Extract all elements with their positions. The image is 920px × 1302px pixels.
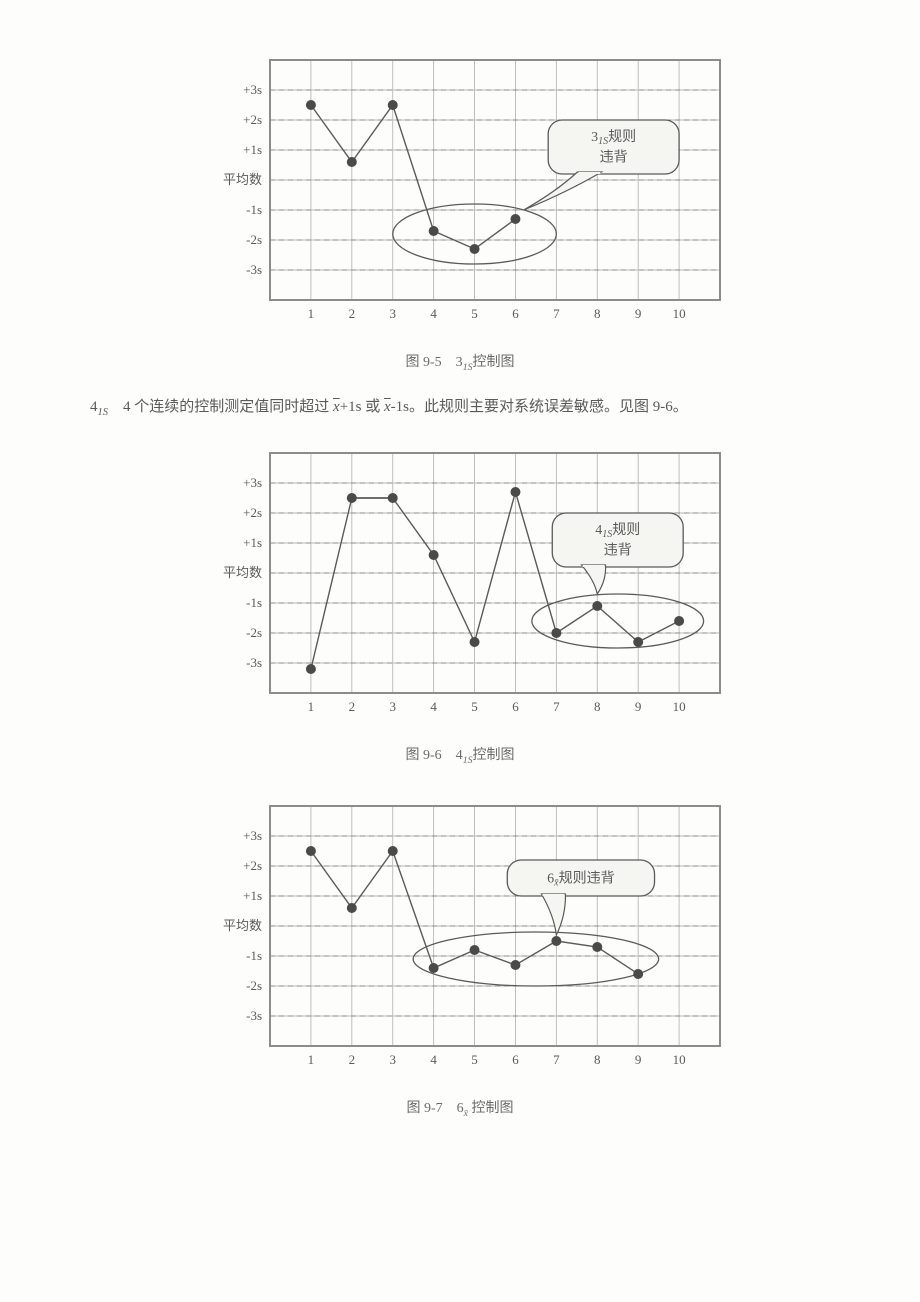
y-axis-label: -3s: [246, 262, 262, 277]
y-axis-label: 平均数: [223, 565, 262, 580]
chart-1: +3s +2s +1s 平均数 -1s -2s -3s 1 2 3 4 5 6 7 8 9 10 31S规则违背: [180, 40, 740, 345]
y-axis-label: 平均数: [223, 918, 262, 933]
x-axis-label: 2: [349, 699, 356, 714]
chart-3: +3s+2s+1s平均数-1s-2s-3s123456789106x̄规则违背: [180, 786, 740, 1091]
x-axis-label: 10: [673, 306, 686, 321]
x-axis-label: 4: [430, 699, 437, 714]
chart-3-caption: 图 9-7 6x̄ 控制图: [406, 1097, 513, 1119]
y-axis-label: +2s: [243, 112, 262, 127]
x-axis-label: 5: [471, 306, 478, 321]
y-axis-label: -1s: [246, 202, 262, 217]
x-axis-label: 1: [308, 699, 315, 714]
x-axis-label: 1: [308, 1052, 315, 1067]
x-axis-label: 9: [635, 306, 642, 321]
y-axis-label: -3s: [246, 655, 262, 670]
x-axis-label: 5: [471, 699, 478, 714]
x-axis-label: 1: [308, 306, 315, 321]
y-axis-label: +3s: [243, 475, 262, 490]
callout-text: 31S规则: [591, 129, 636, 147]
callout-text: 违背: [600, 150, 628, 166]
y-axis-label: +2s: [243, 858, 262, 873]
y-axis-label: -1s: [246, 948, 262, 963]
callout-text: 41S规则: [595, 522, 640, 540]
x-axis-label: 9: [635, 1052, 642, 1067]
chart-1-caption: 图 9-5 31S控制图: [406, 351, 515, 373]
chart-1-container: +3s+2s+1s平均数-1s-2s-3s1234567891031S规则违背 …: [60, 40, 860, 373]
y-axis-label: +2s: [243, 505, 262, 520]
chart-2-caption: 图 9-6 41S控制图: [406, 744, 515, 766]
y-axis-label: +3s: [243, 828, 262, 843]
x-axis-label: 4: [430, 1052, 437, 1067]
chart-3-container: +3s+2s+1s平均数-1s-2s-3s123456789106x̄规则违背 …: [60, 786, 860, 1119]
y-axis-label: -2s: [246, 978, 262, 993]
x-axis-label: 7: [553, 306, 560, 321]
x-axis-label: 5: [471, 1052, 478, 1067]
y-axis-label: +1s: [243, 142, 262, 157]
x-axis-label: 8: [594, 306, 601, 321]
chart-2: +3s +2s +1s 平均数 -1s -2s -3s 1 2 3 4 5 6 7 8 9 10 41S规则违背: [180, 433, 740, 738]
x-axis-label: 10: [673, 699, 686, 714]
y-axis-label: -2s: [246, 625, 262, 640]
y-axis-label: -3s: [246, 1008, 262, 1023]
x-axis-label: 7: [553, 699, 560, 714]
x-axis-label: 3: [389, 1052, 396, 1067]
y-axis-label: -2s: [246, 232, 262, 247]
x-axis-label: 3: [389, 306, 396, 321]
rule-4-1s-paragraph: 41S 4 个连续的控制测定值同时超过 x+1s 或 x-1s。此规则主要对系统…: [60, 393, 860, 423]
y-axis-label: +3s: [243, 82, 262, 97]
x-axis-label: 2: [349, 1052, 356, 1067]
callout-text: 违背: [604, 542, 632, 558]
y-axis-label: +1s: [243, 535, 262, 550]
x-axis-label: 7: [553, 1052, 560, 1067]
x-axis-label: 2: [349, 306, 356, 321]
x-axis-label: 6: [512, 1052, 519, 1067]
y-axis-label: 平均数: [223, 172, 262, 187]
y-axis-label: +1s: [243, 888, 262, 903]
x-axis-label: 10: [673, 1052, 686, 1067]
x-axis-label: 8: [594, 1052, 601, 1067]
x-axis-label: 6: [512, 699, 519, 714]
x-axis-label: 6: [512, 306, 519, 321]
x-axis-label: 8: [594, 699, 601, 714]
x-axis-label: 3: [389, 699, 396, 714]
y-axis-label: -1s: [246, 595, 262, 610]
chart-2-container: +3s+2s+1s平均数-1s-2s-3s1234567891041S规则违背 …: [60, 433, 860, 766]
x-axis-label: 4: [430, 306, 437, 321]
x-axis-label: 9: [635, 699, 642, 714]
